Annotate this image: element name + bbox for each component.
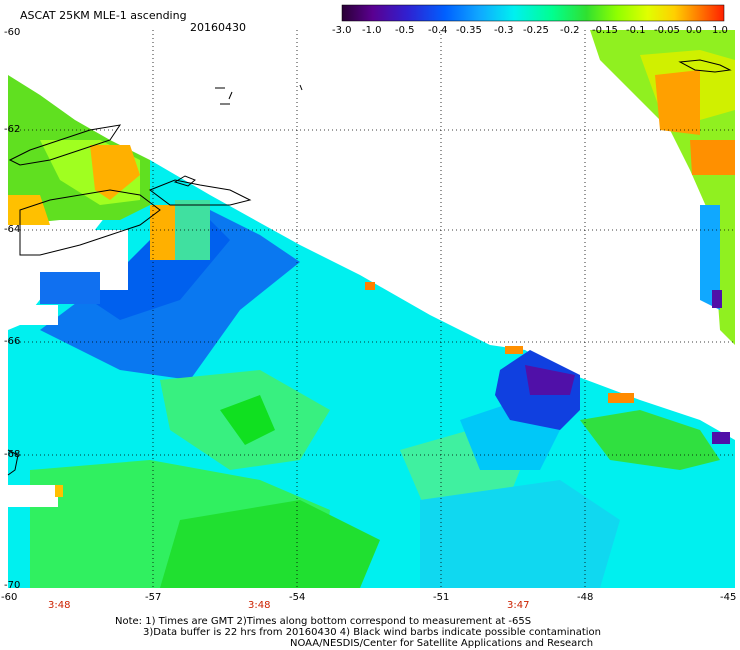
- time-label-2: 3:48: [248, 600, 271, 611]
- product-title: ASCAT 25KM MLE-1 ascending: [20, 9, 187, 22]
- cb-label-8: -0.15: [592, 25, 618, 36]
- lat-label-62: -62: [4, 124, 21, 135]
- lat-label-70: -70: [4, 580, 21, 591]
- graticule: [8, 30, 735, 588]
- cb-label-1: -1.0: [362, 25, 382, 36]
- lon-label-60: -60: [1, 592, 18, 603]
- colorbar: [341, 4, 725, 22]
- lon-label-45: -45: [720, 592, 737, 603]
- cb-label-2: -0.5: [395, 25, 415, 36]
- note-line-2: 3)Data buffer is 22 hrs from 20160430 4)…: [143, 627, 601, 638]
- lon-label-54: -54: [289, 592, 306, 603]
- cb-label-11: 0.0: [686, 25, 702, 36]
- coastlines: [7, 59, 732, 476]
- cb-label-0: -3.0: [332, 25, 352, 36]
- cb-label-3: -0.4: [428, 25, 448, 36]
- cb-label-6: -0.25: [523, 25, 549, 36]
- wind-data-field: [8, 30, 735, 588]
- lat-label-68: -68: [4, 449, 21, 460]
- cb-label-4: -0.35: [456, 25, 482, 36]
- lat-label-66: -66: [4, 336, 21, 347]
- time-label-3: 3:47: [507, 600, 530, 611]
- cb-label-5: -0.3: [494, 25, 514, 36]
- product-date: 20160430: [190, 21, 246, 34]
- lon-label-51: -51: [433, 592, 450, 603]
- time-label-1: 3:48: [48, 600, 71, 611]
- cb-label-9: -0.1: [626, 25, 646, 36]
- note-line-1: Note: 1) Times are GMT 2)Times along bot…: [115, 616, 532, 627]
- lon-label-48: -48: [577, 592, 594, 603]
- cb-label-7: -0.2: [560, 25, 580, 36]
- lat-label-64: -64: [4, 224, 21, 235]
- note-line-3: NOAA/NESDIS/Center for Satellite Applica…: [290, 638, 594, 649]
- lat-label-60: -60: [4, 27, 21, 38]
- cb-label-12: 1.0: [712, 25, 728, 36]
- lon-label-57: -57: [145, 592, 162, 603]
- cb-label-10: -0.05: [654, 25, 680, 36]
